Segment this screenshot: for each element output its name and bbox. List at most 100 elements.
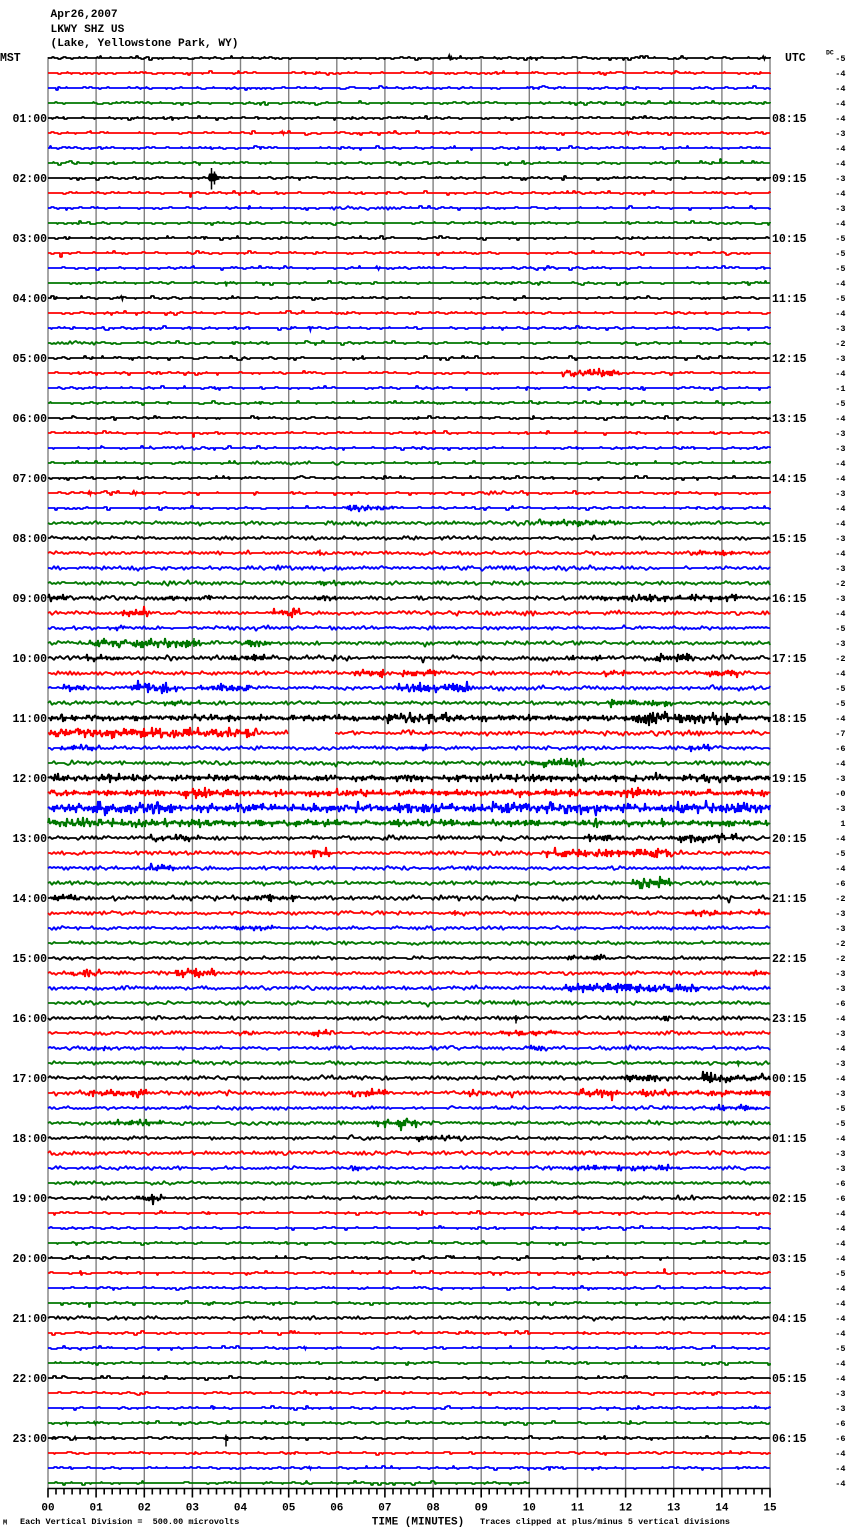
svg-text:10:00: 10:00 — [12, 653, 47, 666]
svg-text:-4: -4 — [835, 1329, 845, 1339]
svg-text:15: 15 — [763, 1503, 777, 1515]
svg-text:Each Vertical Division = 500.: Each Vertical Division = 500.00 microvol… — [20, 1517, 239, 1527]
svg-text:18:15: 18:15 — [772, 713, 807, 726]
svg-text:-4: -4 — [835, 864, 845, 874]
svg-text:-3: -3 — [835, 924, 845, 934]
svg-text:02:00: 02:00 — [12, 173, 47, 186]
svg-text:-4: -4 — [835, 1254, 845, 1264]
svg-text:23:00: 23:00 — [12, 1433, 47, 1446]
svg-text:08:00: 08:00 — [12, 533, 47, 546]
svg-text:-4: -4 — [835, 99, 845, 109]
svg-text:-5: -5 — [835, 234, 845, 244]
svg-text:M: M — [3, 1520, 7, 1528]
svg-text:-5: -5 — [835, 1119, 845, 1129]
svg-text:09:15: 09:15 — [772, 173, 807, 186]
svg-text:20:15: 20:15 — [772, 833, 807, 846]
svg-text:-4: -4 — [835, 1449, 845, 1459]
svg-text:07: 07 — [378, 1503, 391, 1515]
svg-text:22:15: 22:15 — [772, 953, 807, 966]
svg-text:-4: -4 — [835, 1239, 845, 1249]
svg-text:21:15: 21:15 — [772, 893, 807, 906]
svg-text:-3: -3 — [835, 1149, 845, 1159]
svg-text:TIME (MINUTES): TIME (MINUTES) — [372, 1517, 464, 1529]
svg-text:-3: -3 — [835, 534, 845, 544]
svg-text:-3: -3 — [835, 324, 845, 334]
svg-text:-4: -4 — [835, 84, 845, 94]
svg-text:04: 04 — [234, 1503, 248, 1515]
svg-text:-5: -5 — [835, 54, 845, 64]
svg-text:16:00: 16:00 — [12, 1013, 47, 1026]
svg-text:-4: -4 — [835, 1374, 845, 1384]
svg-text:12: 12 — [619, 1503, 632, 1515]
svg-text:-0: -0 — [835, 789, 845, 799]
svg-text:LKWY SHZ US: LKWY SHZ US — [51, 24, 125, 36]
svg-text:-2: -2 — [835, 939, 845, 949]
svg-text:09: 09 — [475, 1503, 488, 1515]
svg-text:-3: -3 — [835, 1059, 845, 1069]
svg-text:-5: -5 — [835, 1104, 845, 1114]
svg-text:13: 13 — [667, 1503, 681, 1515]
svg-text:05:15: 05:15 — [772, 1373, 807, 1386]
svg-text:-4: -4 — [835, 114, 845, 124]
svg-text:02:15: 02:15 — [772, 1193, 807, 1206]
svg-text:-3: -3 — [835, 1089, 845, 1099]
svg-text:-5: -5 — [835, 1269, 845, 1279]
svg-text:-4: -4 — [835, 1044, 845, 1054]
svg-text:-4: -4 — [835, 1134, 845, 1144]
svg-text:DC: DC — [826, 50, 834, 57]
svg-text:04:00: 04:00 — [12, 293, 47, 306]
svg-text:1: 1 — [840, 819, 845, 829]
svg-text:-4: -4 — [835, 609, 845, 619]
svg-text:-4: -4 — [835, 669, 845, 679]
svg-text:06: 06 — [330, 1503, 343, 1515]
svg-text:05: 05 — [282, 1503, 296, 1515]
svg-text:12:00: 12:00 — [12, 773, 47, 786]
svg-text:-6: -6 — [835, 744, 845, 754]
svg-text:-4: -4 — [835, 474, 845, 484]
svg-text:-6: -6 — [835, 879, 845, 889]
svg-text:01:15: 01:15 — [772, 1133, 807, 1146]
svg-text:-1: -1 — [835, 384, 845, 394]
svg-text:13:15: 13:15 — [772, 413, 807, 426]
svg-text:-4: -4 — [835, 1464, 845, 1474]
svg-text:-6: -6 — [835, 1179, 845, 1189]
svg-text:(Lake, Yellowstone Park, WY): (Lake, Yellowstone Park, WY) — [51, 38, 239, 50]
svg-text:-4: -4 — [835, 1359, 845, 1369]
svg-text:20:00: 20:00 — [12, 1253, 47, 1266]
svg-text:05:00: 05:00 — [12, 353, 47, 366]
svg-text:-4: -4 — [835, 279, 845, 289]
svg-text:-3: -3 — [835, 984, 845, 994]
svg-text:09:00: 09:00 — [12, 593, 47, 606]
svg-text:-7: -7 — [835, 729, 845, 739]
svg-text:-5: -5 — [835, 399, 845, 409]
svg-text:19:15: 19:15 — [772, 773, 807, 786]
svg-text:-2: -2 — [835, 654, 845, 664]
svg-text:-4: -4 — [835, 219, 845, 229]
svg-text:-2: -2 — [835, 954, 845, 964]
svg-text:-6: -6 — [835, 999, 845, 1009]
svg-text:11: 11 — [571, 1503, 585, 1515]
svg-text:01:00: 01:00 — [12, 113, 47, 126]
svg-text:-4: -4 — [835, 504, 845, 514]
svg-text:13:00: 13:00 — [12, 833, 47, 846]
svg-text:15:00: 15:00 — [12, 953, 47, 966]
svg-text:-3: -3 — [835, 174, 845, 184]
svg-text:18:00: 18:00 — [12, 1133, 47, 1146]
svg-text:-3: -3 — [835, 969, 845, 979]
svg-text:-4: -4 — [835, 69, 845, 79]
svg-text:21:00: 21:00 — [12, 1313, 47, 1326]
svg-text:-3: -3 — [835, 1404, 845, 1414]
svg-text:-6: -6 — [835, 1419, 845, 1429]
svg-text:-2: -2 — [835, 894, 845, 904]
svg-text:-5: -5 — [835, 1344, 845, 1354]
svg-text:17:00: 17:00 — [12, 1073, 47, 1086]
svg-text:11:00: 11:00 — [12, 713, 47, 726]
svg-text:03: 03 — [186, 1503, 200, 1515]
svg-text:-4: -4 — [835, 834, 845, 844]
svg-text:-3: -3 — [835, 774, 845, 784]
svg-text:-5: -5 — [835, 264, 845, 274]
svg-text:-4: -4 — [835, 1209, 845, 1219]
svg-text:-4: -4 — [835, 519, 845, 529]
svg-text:-3: -3 — [835, 429, 845, 439]
svg-text:-4: -4 — [835, 759, 845, 769]
